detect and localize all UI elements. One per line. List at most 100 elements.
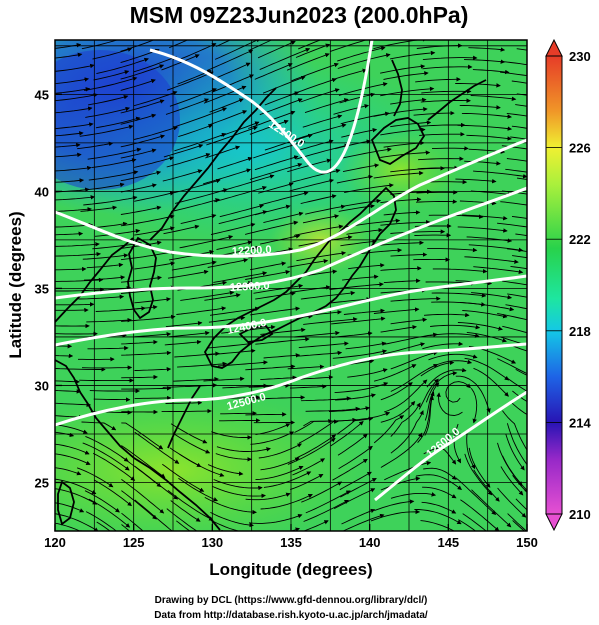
streamline bbox=[468, 447, 491, 488]
streamline bbox=[250, 261, 287, 271]
cold-core-shade bbox=[55, 50, 180, 190]
streamline bbox=[332, 349, 388, 359]
streamline bbox=[121, 339, 158, 345]
streamline bbox=[373, 170, 424, 179]
streamline bbox=[78, 294, 125, 300]
streamline bbox=[55, 302, 95, 307]
streamline bbox=[55, 443, 90, 455]
streamline bbox=[245, 492, 291, 501]
streamline bbox=[87, 147, 142, 160]
streamline bbox=[55, 389, 82, 394]
streamline bbox=[287, 364, 325, 370]
streamline bbox=[212, 486, 266, 499]
streamline bbox=[415, 77, 461, 83]
contour-12400 bbox=[55, 274, 527, 347]
streamline bbox=[506, 112, 527, 117]
streamline bbox=[215, 40, 232, 47]
streamline bbox=[390, 120, 432, 128]
streamline bbox=[333, 488, 376, 510]
streamline bbox=[171, 198, 220, 212]
streamline bbox=[260, 457, 300, 471]
streamline bbox=[445, 381, 471, 403]
streamline bbox=[217, 156, 253, 170]
streamline bbox=[250, 431, 295, 445]
streamline bbox=[373, 240, 424, 247]
streamline bbox=[134, 191, 175, 202]
colorbar-tick-label: 218 bbox=[569, 324, 591, 339]
streamline bbox=[167, 490, 214, 521]
streamline bbox=[380, 324, 417, 333]
streamline bbox=[331, 316, 386, 325]
streamline bbox=[219, 204, 265, 218]
streamline bbox=[421, 501, 457, 514]
streamline bbox=[88, 498, 131, 528]
streamline bbox=[333, 104, 370, 115]
streamline bbox=[459, 104, 501, 110]
streamline bbox=[263, 471, 312, 488]
streamline bbox=[80, 530, 83, 531]
streamline bbox=[133, 55, 177, 73]
streamline bbox=[422, 55, 478, 61]
streamline bbox=[88, 170, 139, 181]
streamline bbox=[79, 182, 125, 191]
streamline bbox=[507, 293, 527, 298]
streamline bbox=[221, 174, 275, 192]
streamline bbox=[222, 383, 269, 389]
streamline bbox=[287, 437, 336, 465]
streamline bbox=[216, 446, 271, 452]
streamline bbox=[302, 520, 329, 531]
streamline bbox=[380, 197, 422, 204]
streamline bbox=[89, 388, 141, 394]
streamline bbox=[218, 210, 268, 225]
streamline bbox=[210, 511, 254, 528]
streamline bbox=[336, 416, 374, 435]
streamline bbox=[211, 431, 252, 440]
streamline bbox=[263, 211, 304, 224]
streamline bbox=[455, 375, 491, 414]
streamline bbox=[77, 141, 114, 150]
streamline bbox=[374, 499, 415, 512]
streamline bbox=[55, 353, 74, 359]
streamline bbox=[95, 116, 141, 129]
streamline bbox=[254, 63, 293, 80]
streamline bbox=[134, 465, 179, 500]
streamline bbox=[120, 134, 166, 148]
streamline bbox=[329, 40, 368, 53]
streamline bbox=[55, 424, 88, 434]
streamline bbox=[169, 88, 217, 107]
streamline bbox=[55, 478, 97, 495]
streamline bbox=[250, 395, 306, 400]
streamline bbox=[120, 64, 165, 80]
colorbar-tick-label: 226 bbox=[569, 141, 591, 156]
kuril-islands bbox=[427, 79, 487, 121]
streamline bbox=[94, 479, 132, 507]
streamline bbox=[414, 509, 462, 525]
streamline bbox=[457, 322, 503, 331]
streamline bbox=[342, 163, 380, 173]
streamline bbox=[263, 353, 301, 359]
streamline bbox=[83, 195, 138, 206]
streamline bbox=[300, 88, 340, 103]
streamline bbox=[348, 263, 385, 270]
streamline bbox=[416, 43, 463, 49]
streamline bbox=[511, 80, 527, 84]
streamline bbox=[203, 85, 247, 104]
streamline bbox=[334, 382, 389, 394]
streamline bbox=[512, 390, 527, 403]
streamline bbox=[85, 106, 131, 118]
streamline bbox=[417, 165, 459, 171]
streamline bbox=[390, 189, 432, 195]
streamline bbox=[470, 95, 517, 102]
streamline bbox=[296, 350, 343, 357]
streamline bbox=[174, 132, 227, 152]
streamline bbox=[413, 110, 455, 116]
streamline bbox=[55, 277, 104, 283]
streamline bbox=[213, 479, 263, 491]
streamline bbox=[121, 374, 158, 380]
streamline bbox=[298, 341, 349, 349]
streamline bbox=[175, 107, 228, 127]
streamline bbox=[373, 364, 417, 382]
streamline bbox=[161, 408, 212, 414]
streamline bbox=[245, 364, 296, 371]
streamline bbox=[55, 206, 92, 212]
